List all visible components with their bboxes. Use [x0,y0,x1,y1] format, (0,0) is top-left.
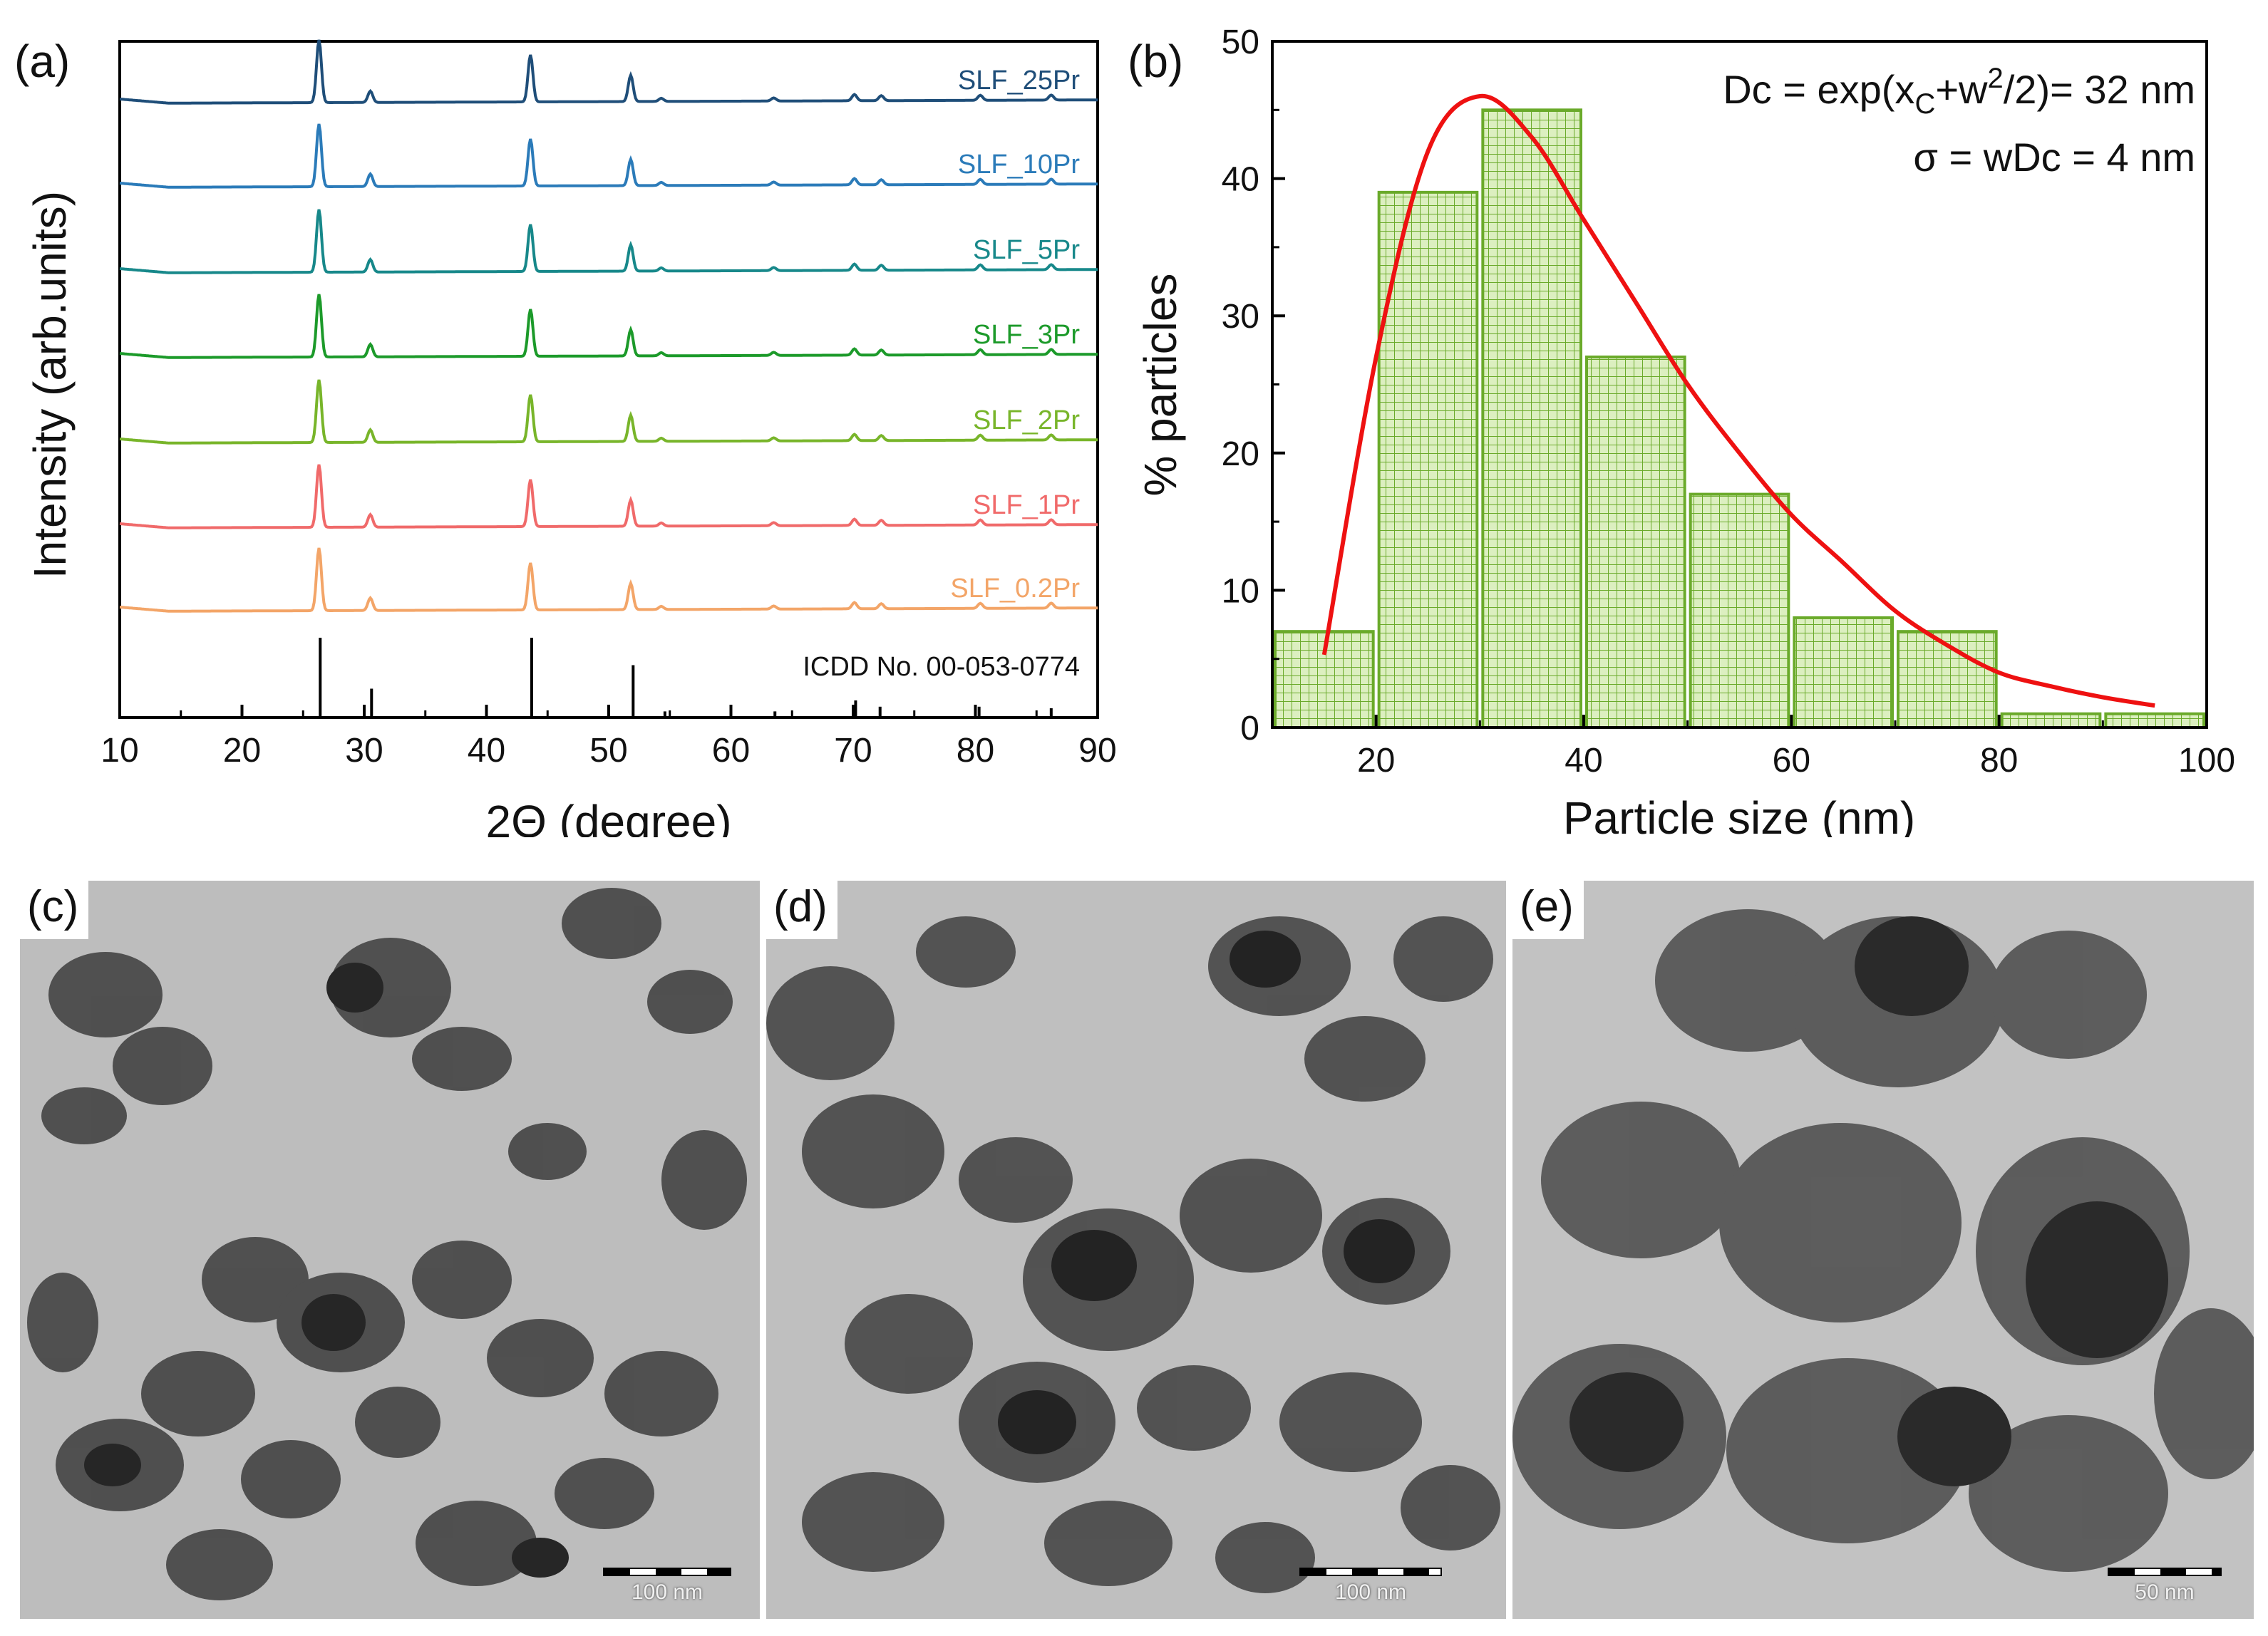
xrd-x-tick-label: 50 [589,732,627,770]
scale-bar-e-label: 50 nm [2135,1580,2195,1604]
histogram-x-tick-label: 40 [1565,742,1602,780]
xrd-x-tick-label: 40 [468,732,505,770]
scale-bar-d-line [1299,1568,1442,1576]
xrd-x-tick-label: 80 [957,732,994,770]
xrd-x-tick-label: 60 [712,732,750,770]
histogram-bar [1481,108,1582,730]
histogram-bar [1585,355,1686,730]
xrd-trace [119,123,1098,189]
reference-sticks: ICDD No. 00-053-0774 [319,638,1080,716]
xrd-trace [119,547,1098,613]
fit-annotation-dc: Dc = exp(xC+w2/2)= 32 nm [1723,63,2195,120]
xrd-series-label: SLF_0.2Pr [950,574,1080,604]
histogram-x-tick-label: 20 [1357,742,1395,780]
xrd-x-axis: 10 20 30 40 50 60 70 80 90 [100,705,1117,770]
scale-bar-d: 100 nm [1299,1560,1442,1610]
reference-label: ICDD No. 00-053-0774 [803,652,1080,682]
xrd-x-tick-label: 70 [834,732,872,770]
tem-micrograph-c: (c) 100 nm [20,881,760,1619]
xrd-series-label: SLF_2Pr [973,405,1080,435]
scale-bar-d-label: 100 nm [1334,1580,1407,1604]
charts-area: (a) SLF_25Pr SLF_10Pr SLF_5Pr SLF_3Pr SLF_2P… [14,24,2235,837]
xrd-trace [119,294,1098,359]
histogram-bars [1274,108,2205,730]
histogram-axes: 20 40 60 80 100 0 10 20 30 40 50 [1222,24,2235,780]
histogram-bar [1689,492,1790,730]
histogram-x-tick-label: 80 [1980,742,2018,780]
histogram-x-tick-label: 100 [2178,742,2235,780]
xrd-x-tick-label: 20 [223,732,261,770]
xrd-trace [119,379,1098,445]
xrd-series-label: SLF_3Pr [973,320,1080,350]
histogram-y-label: % particles [1135,274,1186,497]
fit-annotation-sigma: σ = wDc = 4 nm [1913,135,2195,180]
panel-b-tag: (b) [1128,36,1183,87]
xrd-series-label: SLF_1Pr [973,490,1080,520]
scale-bar-c-line [603,1568,731,1576]
tem-image-e [1512,881,2254,1619]
xrd-series-label: SLF_10Pr [958,150,1080,180]
histogram-bar [2000,712,2102,729]
histogram-x-label: Particle size (nm) [1563,792,1915,837]
panel-e-tag: (e) [1512,881,1584,939]
xrd-trace [119,39,1098,105]
xrd-traces: SLF_25Pr SLF_10Pr SLF_5Pr SLF_3Pr SLF_2Pr SLF… [119,39,1098,613]
histogram-bar [2104,712,2205,729]
xrd-y-label: Intensity (arb.units) [24,191,76,579]
histogram-x-tick-label: 60 [1773,742,1810,780]
scale-bar-e-line [2108,1568,2222,1576]
tem-image-c [20,881,760,1619]
xrd-series-label: SLF_5Pr [973,235,1080,265]
tem-micrograph-e: (e) 50 nm [1512,881,2254,1619]
histogram-y-tick-label: 50 [1222,24,1259,61]
panel-c-tag: (c) [20,881,89,939]
lognormal-fit-curve [1321,93,2155,708]
xrd-chart: (a) SLF_25Pr SLF_10Pr SLF_5Pr SLF_3Pr SLF_2P… [14,36,1117,837]
xrd-series-label: SLF_25Pr [958,66,1080,95]
scale-bar-c: 100 nm [603,1560,731,1610]
xrd-trace [119,209,1098,274]
xrd-x-tick-label: 90 [1078,732,1116,770]
histogram-y-tick-label: 10 [1222,572,1259,610]
histogram-y-tick-label: 30 [1222,298,1259,336]
tem-image-d [766,881,1506,1619]
scale-bar-e: 50 nm [2108,1560,2222,1610]
scale-bar-c-label: 100 nm [631,1580,703,1604]
particle-size-histogram: (b) 20 40 60 80 100 0 10 20 30 40 50 Particle size… [1128,24,2235,837]
xrd-x-tick-label: 30 [345,732,383,770]
histogram-bar [1793,616,1894,729]
panel-a-tag: (a) [14,36,70,87]
histogram-y-tick-label: 0 [1240,710,1259,747]
panel-d-tag: (d) [766,881,837,939]
histogram-y-tick-label: 40 [1222,161,1259,199]
xrd-x-tick-label: 10 [100,732,138,770]
tem-micrograph-d: (d) 100 nm [766,881,1506,1619]
xrd-plot-frame [118,40,1099,719]
xrd-x-label: 2Θ (degree) [485,796,731,837]
histogram-y-tick-label: 20 [1222,435,1259,473]
xrd-trace [119,464,1098,529]
